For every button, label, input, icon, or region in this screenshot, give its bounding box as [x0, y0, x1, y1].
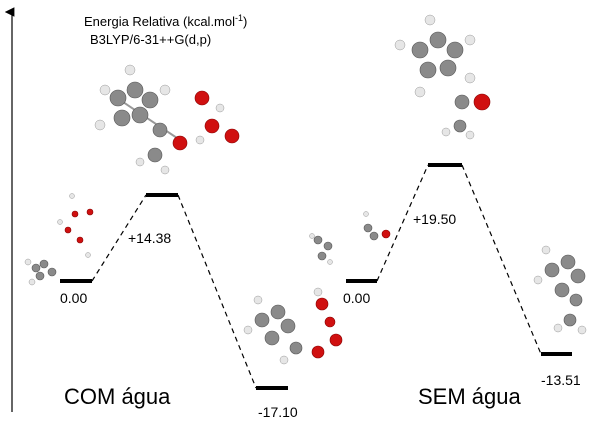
molecule — [25, 194, 93, 286]
energy-diagram: Energia Relativa (kcal.mol-1) B3LYP/6-31… — [0, 0, 592, 421]
title: Energia Relativa (kcal.mol-1) — [84, 13, 247, 29]
molecule — [244, 288, 342, 364]
profile-sem-agua: 0.00 +19.50 -13.51 SEM água — [343, 165, 581, 409]
profile-label: SEM água — [418, 384, 521, 409]
energy-label: 0.00 — [343, 290, 370, 306]
profile-label: COM água — [64, 384, 171, 409]
molecule — [95, 65, 239, 174]
energy-label: -17.10 — [258, 404, 298, 420]
energy-label: 0.00 — [60, 290, 87, 306]
energy-label: -13.51 — [541, 372, 581, 388]
molecule — [534, 246, 586, 334]
energy-label: +14.38 — [128, 230, 171, 246]
connector — [92, 195, 256, 388]
profile-com-agua: 0.00 +14.38 -17.10 COM água — [60, 195, 298, 420]
energy-label: +19.50 — [413, 211, 456, 227]
method: B3LYP/6-31++G(d,p) — [90, 32, 211, 47]
connector — [377, 165, 541, 354]
molecule — [310, 212, 391, 265]
molecule — [395, 15, 490, 139]
